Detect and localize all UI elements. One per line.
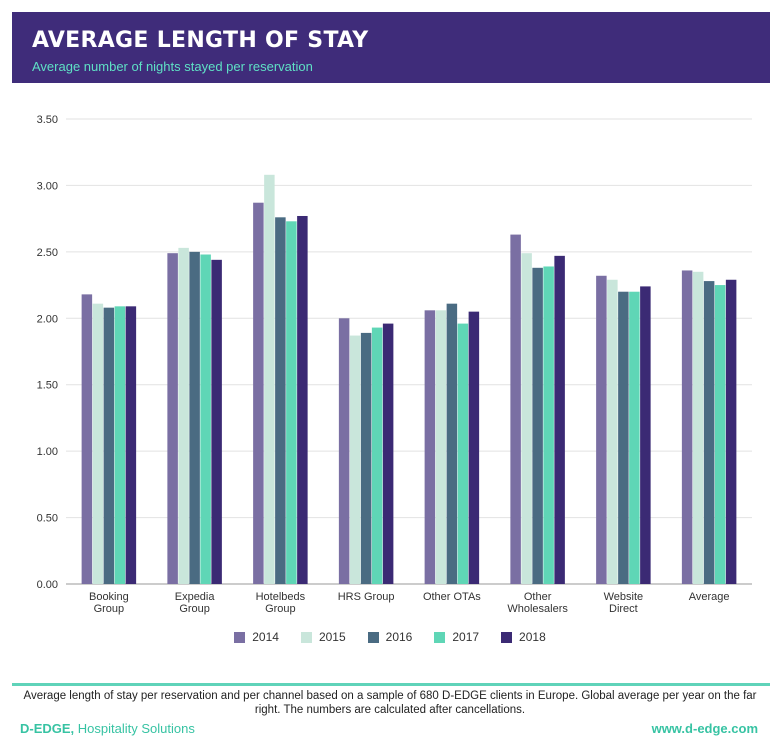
x-tick-label: HRS Group (338, 591, 395, 603)
bar (435, 310, 447, 584)
x-tick-label: Other OTAs (423, 591, 481, 603)
x-tick-label: Average (689, 591, 730, 603)
y-tick-label: 3.00 (37, 180, 58, 192)
chart-subtitle: Average number of nights stayed per rese… (32, 59, 313, 74)
chart-legend: 2014 2015 2016 2017 2018 (0, 630, 780, 644)
x-tick-label-line: Group (94, 603, 125, 615)
y-tick-label: 2.00 (37, 313, 58, 325)
chart-caption: Average length of stay per reservation a… (23, 690, 757, 716)
bar (371, 327, 383, 584)
bar (607, 279, 618, 584)
bar (178, 247, 189, 584)
x-tick-label: Other Wholesalers (507, 591, 568, 615)
bar (640, 286, 651, 584)
x-tick-label: Expedia Group (175, 591, 216, 615)
bar (618, 291, 629, 584)
x-tick-label-line: Other (524, 591, 552, 603)
legend-item: 2017 (434, 630, 479, 644)
bar (360, 332, 372, 584)
x-tick-label-line: Booking (89, 591, 129, 603)
bar (629, 291, 640, 584)
bar (446, 303, 458, 584)
bar (189, 251, 200, 584)
legend-swatch (234, 631, 246, 643)
x-tick-label-line: Average (689, 591, 730, 603)
legend-item: 2018 (501, 630, 546, 644)
x-tick-label-line: Hotelbeds (256, 591, 306, 603)
bar (692, 271, 704, 584)
legend-item: 2015 (300, 630, 346, 644)
legend-label: 2017 (452, 630, 480, 644)
bar (211, 259, 222, 584)
x-tick-label-line: Expedia (175, 591, 216, 603)
bar (253, 202, 264, 584)
y-tick-label: 0.00 (37, 579, 58, 591)
legend-label: 2016 (385, 630, 413, 644)
chart-title: AVERAGE LENGTH OF STAY (32, 28, 369, 53)
bar (275, 217, 286, 585)
y-tick-label: 1.00 (37, 446, 58, 458)
bar (349, 335, 361, 584)
bar (114, 306, 126, 584)
x-tick-label: Website Direct (604, 591, 644, 615)
legend-item: 2016 (367, 630, 413, 644)
y-tick-label: 0.50 (37, 513, 58, 525)
legend-label: 2015 (318, 630, 346, 644)
y-tick-label: 2.50 (37, 247, 58, 259)
bar (521, 253, 532, 584)
brand-name: D-EDGE, (20, 721, 75, 736)
bar (297, 215, 308, 584)
x-tick-label: Booking Group (89, 591, 129, 615)
chart-header: AVERAGE LENGTH OF STAY Average number of… (12, 12, 770, 83)
bar (703, 281, 715, 584)
legend-swatch (300, 631, 312, 643)
bar (543, 266, 554, 584)
bar (714, 285, 726, 584)
bar (596, 275, 607, 584)
bar (681, 270, 693, 584)
bar (200, 254, 211, 584)
brand-logo: D-EDGE, Hospitality Solutions (20, 721, 195, 736)
bar (92, 303, 104, 584)
bar (424, 310, 436, 584)
x-tick-label: Hotelbeds Group (256, 591, 306, 615)
legend-label: 2018 (519, 630, 546, 644)
bar (510, 234, 521, 585)
legend-swatch (501, 631, 513, 643)
x-tick-label-line: Other OTAs (423, 591, 481, 603)
bar (457, 323, 469, 584)
bar (468, 311, 480, 584)
bar (725, 279, 737, 584)
bar (286, 221, 297, 585)
bar (264, 174, 275, 585)
bar (81, 294, 93, 584)
y-tick-label: 3.50 (37, 114, 58, 126)
footer-divider (12, 683, 770, 686)
x-tick-label-line: Group (265, 603, 296, 615)
bar (532, 267, 543, 584)
website-link[interactable]: www.d-edge.com (651, 721, 758, 736)
y-tick-label: 1.50 (37, 380, 58, 392)
legend-label: 2014 (252, 630, 279, 644)
x-tick-label-line: Direct (609, 603, 638, 615)
x-tick-label-line: Website (604, 591, 644, 603)
x-tick-label-line: Group (179, 603, 210, 615)
bar (103, 307, 115, 584)
legend-swatch (434, 631, 446, 643)
x-tick-label-line: Wholesalers (507, 603, 568, 615)
bar (125, 306, 137, 584)
bar (382, 323, 394, 584)
x-tick-label-line: HRS Group (338, 591, 395, 603)
brand-tagline: Hospitality Solutions (74, 721, 195, 736)
legend-swatch (367, 631, 379, 643)
bar (167, 253, 178, 584)
legend-item: 2014 (234, 630, 279, 644)
bar (338, 318, 350, 584)
bar (554, 255, 565, 585)
